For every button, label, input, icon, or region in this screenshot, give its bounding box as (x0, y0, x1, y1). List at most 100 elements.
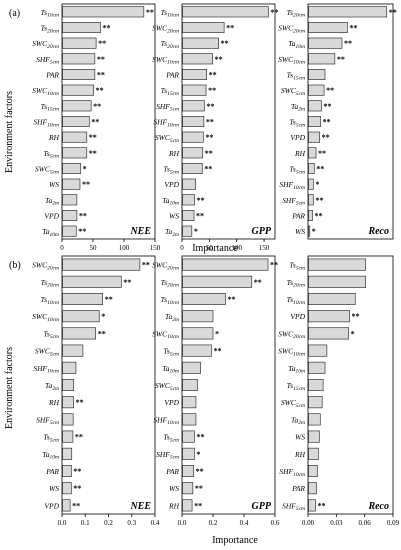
category-label: Ts5cm (163, 347, 179, 358)
bar (182, 310, 214, 323)
bar (182, 6, 269, 18)
bar (182, 53, 213, 65)
bar (182, 22, 225, 33)
x-tick-label: 0.09 (387, 519, 400, 527)
bar (182, 293, 226, 305)
category-label: SWC20cm (278, 24, 305, 35)
significance-label: * (194, 227, 198, 236)
significance-label: ** (323, 102, 331, 111)
category-label: Ta2m (291, 102, 305, 113)
category-label: SWC20cm (152, 24, 179, 35)
category-label: SWC20cm (278, 329, 305, 340)
significance-label: ** (194, 501, 202, 510)
bar (308, 430, 320, 443)
plot-frame (181, 255, 276, 515)
panel-b-reco: Ts5cm Ts20cm Ts10cm VPD ** SWC20cm * SWC10cm Ta1… (278, 255, 400, 527)
bar (308, 210, 313, 221)
panel-variable-label: NEE (129, 226, 151, 237)
category-label: SHF5cm (156, 102, 179, 113)
category-label: Ts5cm (163, 165, 179, 176)
bar (62, 413, 74, 426)
significance-label: ** (208, 86, 216, 95)
bar (308, 194, 314, 206)
category-label: SWC5cm (35, 347, 59, 358)
category-label: Ta10m (162, 196, 179, 207)
bar (182, 465, 194, 477)
y-axis-label-top: Environment factors (4, 91, 15, 173)
significance-label: * (215, 329, 219, 338)
significance-label: ** (89, 133, 97, 142)
bar (182, 116, 205, 127)
panel-variable-label: Reco (367, 501, 389, 512)
x-tick-label: 150 (259, 244, 270, 252)
bar (62, 258, 141, 271)
category-label: WS (49, 484, 59, 493)
category-label: Ts20cm (161, 278, 179, 289)
x-tick-label: 150 (150, 244, 161, 252)
bar (182, 178, 196, 190)
category-label: Ts15cm (161, 86, 179, 97)
bar (308, 379, 324, 391)
category-label: RH (294, 450, 306, 459)
category-label: Ts10cm (161, 295, 179, 306)
category-label: VPD (164, 398, 179, 407)
category-label: Ts20cm (41, 278, 59, 289)
x-tick-label: 0.1 (81, 519, 90, 527)
bar (62, 310, 100, 323)
category-label: RH (48, 398, 60, 407)
category-label: Ts5cm (43, 329, 59, 340)
category-label: WS (295, 227, 305, 236)
plot-frame (181, 3, 276, 240)
category-label: SHF5cm (36, 55, 59, 66)
category-label: Ts20cm (161, 39, 179, 50)
bar (182, 499, 193, 512)
significance-label: ** (105, 295, 113, 304)
significance-label: ** (205, 133, 213, 142)
bar (308, 116, 321, 127)
bar (62, 210, 78, 221)
category-label: SWC20cm (32, 39, 59, 50)
panel-a-nee: (a) Ts10cm ** Ts20cm ** SWC20cm ** SHF5cm ** PAR *… (9, 3, 161, 252)
category-label: RH (48, 133, 60, 142)
category-label: RH (294, 149, 306, 158)
bar (308, 225, 311, 237)
panel-variable-label: Reco (367, 226, 389, 237)
category-label: Ts10cm (287, 295, 305, 306)
category-label: VPD (44, 212, 59, 221)
category-label: Ta2m (165, 227, 179, 238)
significance-label: ** (73, 467, 81, 476)
category-label: SWC5cm (281, 398, 305, 409)
x-tick-label: 0 (180, 244, 184, 252)
bar (182, 163, 203, 174)
bar (62, 53, 96, 65)
significance-label: ** (389, 8, 397, 17)
x-tick-label: 100 (231, 244, 242, 252)
category-label: VPD (290, 312, 305, 321)
bar (308, 413, 321, 426)
category-label: Ts15cm (41, 102, 59, 113)
significance-label: ** (97, 71, 105, 80)
significance-label: ** (254, 278, 262, 287)
x-tick-label: 50 (90, 244, 98, 252)
bar (182, 258, 269, 271)
significance-label: * (315, 180, 319, 189)
panel-variable-label: NEE (129, 501, 151, 512)
significance-label: ** (98, 329, 106, 338)
significance-label: * (101, 312, 105, 321)
significance-label: ** (206, 102, 214, 111)
category-label: RH (168, 149, 180, 158)
bar (182, 430, 195, 443)
significance-label: ** (73, 484, 81, 493)
category-label: SHF10cm (279, 467, 305, 478)
category-label: SWC10cm (278, 347, 305, 358)
bar (62, 327, 97, 340)
category-label: Ts20cm (41, 24, 59, 35)
significance-label: ** (196, 433, 204, 442)
category-label: VPD (290, 133, 305, 142)
bar (62, 6, 145, 18)
significance-label: ** (123, 278, 131, 287)
category-label: PAR (291, 484, 305, 493)
plot-frame (61, 3, 156, 240)
category-label: Ta2m (45, 196, 59, 207)
